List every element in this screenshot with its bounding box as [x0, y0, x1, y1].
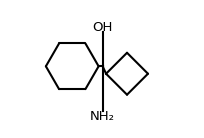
Text: OH: OH — [92, 21, 113, 34]
Text: NH₂: NH₂ — [90, 110, 115, 123]
